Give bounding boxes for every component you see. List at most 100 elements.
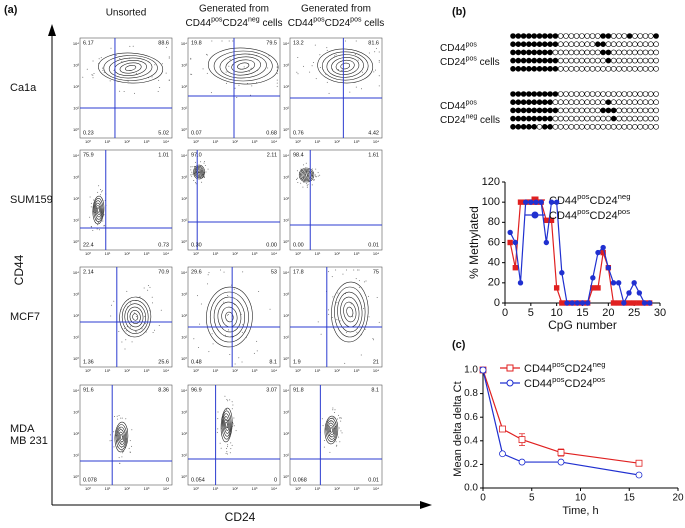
cpg-site <box>568 91 575 97</box>
cpg-site <box>563 124 569 130</box>
event-dot <box>204 164 206 166</box>
contour <box>98 52 164 84</box>
quadrant-percent: 91.8 <box>293 387 304 393</box>
event-dot <box>337 68 339 70</box>
event-dot <box>302 186 304 188</box>
event-dot <box>123 90 125 92</box>
legend-label-part: pos <box>577 207 590 216</box>
event-dot <box>225 71 227 73</box>
event-dot <box>340 417 342 419</box>
point <box>626 300 632 306</box>
cpg-site <box>541 41 548 48</box>
quadrant-percent: 97.0 <box>191 152 202 158</box>
flow-tick-label: 10³ <box>144 486 150 491</box>
flow-tick-label: 10⁰ <box>181 239 187 244</box>
event-dot <box>231 444 233 446</box>
x-tick-label: 15 <box>624 493 636 504</box>
flow-tick-label: 10³ <box>252 251 258 256</box>
cpg-site <box>637 91 644 97</box>
cpg-site <box>626 49 633 56</box>
cpg-site <box>531 41 538 48</box>
flow-tick-label: 10⁰ <box>85 139 91 144</box>
contour <box>103 55 158 81</box>
flow-tick-label: 10² <box>232 368 238 373</box>
event-dot <box>297 181 299 183</box>
contour <box>117 429 125 445</box>
flow-tick-label: 10³ <box>252 486 258 491</box>
cpg-site <box>541 124 548 130</box>
event-dot <box>144 315 146 317</box>
cpg-site <box>573 57 580 64</box>
flow-tick-label: 10⁴ <box>271 139 277 144</box>
event-dot <box>356 331 358 333</box>
event-dot <box>373 339 375 341</box>
quadrant-percent: 98.4 <box>293 152 304 158</box>
column-title-part: cells <box>260 18 283 29</box>
event-dot <box>241 361 243 363</box>
event-dot <box>297 73 299 75</box>
column-title-part: CD44 <box>186 18 212 29</box>
point <box>557 449 565 457</box>
x-tick-label: 5 <box>529 493 535 504</box>
cpg-site <box>637 124 644 130</box>
event-dot <box>216 431 218 433</box>
event-dot <box>378 59 380 61</box>
event-dot <box>190 58 192 60</box>
point <box>499 425 506 433</box>
y-tick-label: 100 <box>482 196 500 208</box>
event-dot <box>193 338 195 340</box>
cpg-site <box>563 49 569 56</box>
cpg-site <box>536 41 543 48</box>
y-tick-label: 0 <box>494 297 500 309</box>
quadrant-percent: 29.6 <box>191 269 202 275</box>
y-tick-label: 0.2 <box>464 459 478 470</box>
event-dot <box>258 291 260 293</box>
event-dot <box>151 296 153 298</box>
event-dot <box>253 352 255 354</box>
x-tick-label: 5 <box>528 307 534 319</box>
flow-tick-label: 10⁴ <box>181 388 187 393</box>
event-dot <box>233 425 235 427</box>
quadrant-percent: 0.00 <box>293 242 304 248</box>
cpg-site <box>573 49 580 56</box>
event-dot <box>124 348 126 350</box>
event-dot <box>276 85 278 87</box>
event-dot <box>361 71 363 73</box>
event-dot <box>378 51 380 53</box>
event-dot <box>130 302 132 304</box>
event-dot <box>149 286 151 288</box>
flow-tick-label: 10⁰ <box>181 127 187 132</box>
column-title-part: cells <box>361 18 384 29</box>
cpg-site <box>653 41 659 48</box>
cpg-site <box>573 66 580 72</box>
cpg-site <box>626 99 633 105</box>
cpg-site <box>515 91 522 97</box>
event-dot <box>230 442 232 444</box>
flow-tick-label: 10⁴ <box>73 270 79 275</box>
flow-tick-label: 10⁴ <box>271 486 277 491</box>
cpg-site <box>526 66 532 72</box>
legend-label-part: CD44 <box>524 363 552 375</box>
cpg-site <box>568 124 575 130</box>
row-label: MCF7 <box>10 311 40 323</box>
x-tick-label: 0 <box>480 493 486 504</box>
cpg-site <box>589 124 596 130</box>
plot-frame <box>79 37 173 139</box>
flow-tick-label: 10⁰ <box>283 356 289 361</box>
point <box>517 199 524 205</box>
event-dot <box>229 452 231 454</box>
contour <box>119 434 123 440</box>
event-dot <box>267 67 269 69</box>
event-dot <box>227 400 229 402</box>
event-dot <box>200 303 202 305</box>
flow-tick-label: 10³ <box>354 368 360 373</box>
event-dot <box>123 451 125 453</box>
flow-tick-label: 10² <box>124 139 130 144</box>
event-dot <box>98 229 100 231</box>
event-dot <box>121 456 123 458</box>
cpg-site <box>579 99 585 105</box>
cpg-site <box>647 107 654 114</box>
plot-frame <box>187 266 281 368</box>
event-dot <box>352 316 354 318</box>
flow-tick-label: 10⁰ <box>73 127 79 132</box>
